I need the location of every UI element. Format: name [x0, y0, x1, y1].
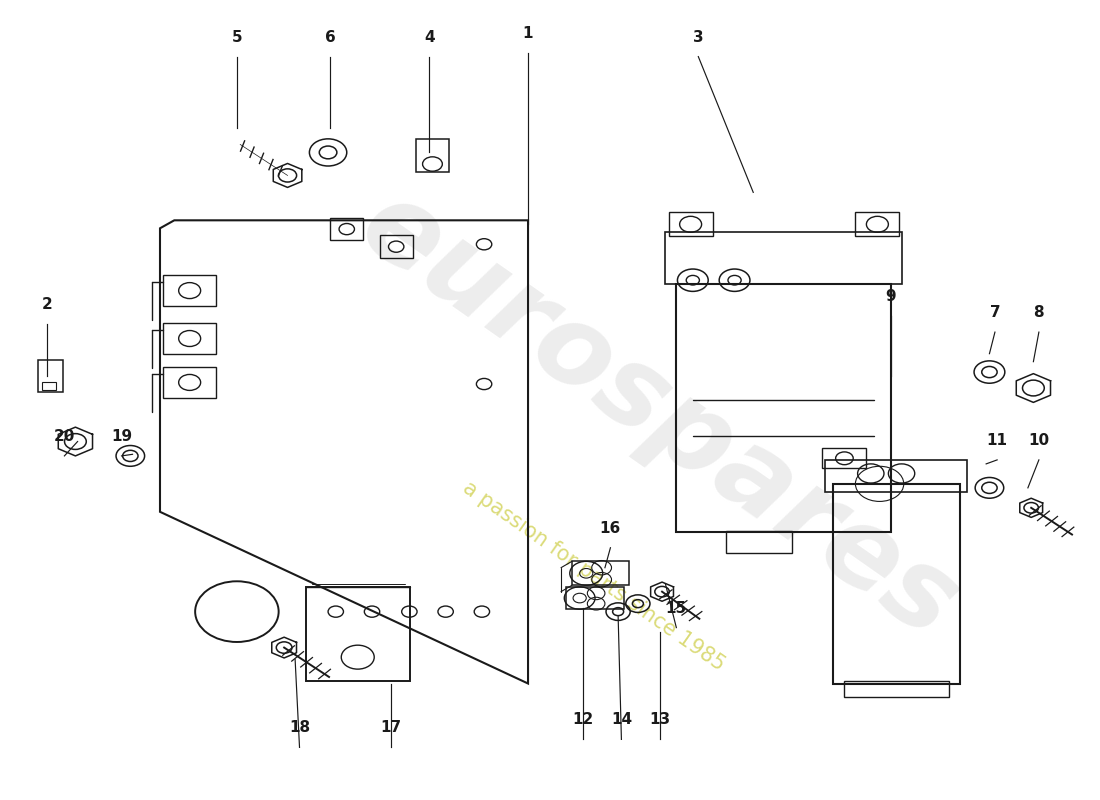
Text: 20: 20 [54, 429, 75, 444]
Bar [163, 367, 216, 398]
Text: 15: 15 [666, 601, 686, 616]
Bar [566, 587, 624, 610]
Bar [416, 139, 449, 172]
Bar [825, 460, 968, 492]
Bar [306, 587, 410, 681]
Text: 3: 3 [693, 30, 704, 45]
Text: 2: 2 [42, 297, 52, 312]
Text: 11: 11 [987, 433, 1008, 448]
Bar [669, 212, 713, 236]
Text: 1: 1 [522, 26, 534, 41]
Bar [163, 323, 216, 354]
Bar [856, 212, 900, 236]
Text: 17: 17 [381, 721, 402, 735]
Text: 6: 6 [324, 30, 336, 45]
Bar [163, 275, 216, 306]
Bar [726, 531, 792, 554]
Text: 19: 19 [111, 429, 132, 444]
Bar [845, 681, 949, 697]
Text: 16: 16 [600, 521, 621, 536]
Bar [834, 484, 960, 683]
Text: 10: 10 [1028, 433, 1049, 448]
Text: 18: 18 [289, 721, 310, 735]
Bar [330, 218, 363, 240]
Bar [379, 235, 412, 258]
Bar [676, 284, 891, 532]
Text: 7: 7 [990, 305, 1000, 320]
Text: a passion for parts since 1985: a passion for parts since 1985 [459, 477, 728, 674]
Text: 5: 5 [232, 30, 242, 45]
Text: 4: 4 [424, 30, 434, 45]
Bar [39, 360, 64, 392]
Text: 8: 8 [1034, 305, 1044, 320]
Text: 14: 14 [610, 713, 632, 727]
Bar [572, 562, 629, 586]
Bar [823, 448, 867, 468]
Text: eurospares: eurospares [341, 170, 978, 662]
Text: 13: 13 [649, 713, 670, 727]
Text: 12: 12 [572, 713, 594, 727]
Bar [666, 232, 902, 284]
Bar [43, 382, 56, 390]
Text: 9: 9 [886, 289, 895, 304]
